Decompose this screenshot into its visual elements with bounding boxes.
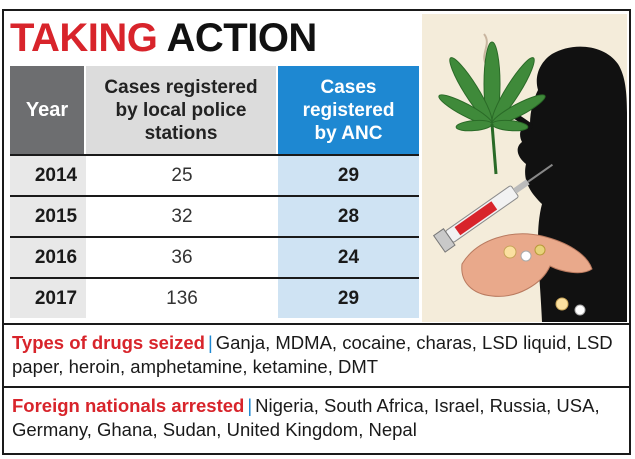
drugs-separator: |: [207, 332, 213, 353]
header-local-police: Cases registered by local police station…: [86, 66, 278, 154]
cases-table: Year Cases registered by local police st…: [10, 66, 419, 318]
title-highlight: TAKING: [10, 16, 158, 60]
page-title: TAKING ACTION: [10, 14, 317, 62]
header-local-line: by local police: [115, 99, 247, 121]
foreign-nationals-list: Nigeria, South Africa, Israel, Russia, U…: [12, 395, 600, 440]
local-cases-cell: 32: [86, 195, 278, 236]
section-divider: [4, 386, 629, 388]
table-row: 2017 136 29: [10, 277, 419, 318]
header-anc-line: registered: [302, 99, 395, 121]
drugs-seized-label: Types of drugs seized: [12, 332, 205, 353]
header-year: Year: [10, 66, 86, 154]
local-cases-cell: 25: [86, 154, 278, 195]
drug-illustration: [422, 14, 627, 322]
local-cases-cell: 136: [86, 277, 278, 318]
foreign-nationals-section: Foreign nationals arrested | Nigeria, Sout…: [12, 394, 624, 442]
header-anc: Cases registered by ANC: [278, 66, 419, 154]
header-anc-line: by ANC: [314, 122, 383, 144]
year-cell: 2015: [10, 195, 86, 236]
drugs-seized-list: Ganja, MDMA, cocaine, charas, LSD liquid…: [12, 332, 613, 377]
section-divider: [4, 323, 629, 325]
table-row: 2016 36 24: [10, 236, 419, 277]
hand-with-pills-icon: [461, 233, 593, 316]
foreign-separator: |: [247, 395, 253, 416]
drugs-seized-section: Types of drugs seized | Ganja, MDMA, cocai…: [12, 331, 624, 379]
table-row: 2014 25 29: [10, 154, 419, 195]
anc-cases-cell: 29: [278, 154, 419, 195]
header-local-line: Cases registered: [104, 76, 258, 98]
foreign-nationals-label: Foreign nationals arrested: [12, 395, 245, 416]
syringe-icon: [432, 163, 554, 253]
anc-cases-cell: 24: [278, 236, 419, 277]
table-header-row: Year Cases registered by local police st…: [10, 66, 419, 154]
header-anc-line: Cases: [320, 76, 377, 98]
local-cases-cell: 36: [86, 236, 278, 277]
year-cell: 2016: [10, 236, 86, 277]
cannabis-leaf-icon: [438, 41, 546, 175]
anc-cases-cell: 29: [278, 277, 419, 318]
table-row: 2015 32 28: [10, 195, 419, 236]
header-local-line: stations: [144, 122, 218, 144]
illustration-svg: [422, 14, 627, 322]
year-cell: 2017: [10, 277, 86, 318]
title-rest: ACTION: [166, 16, 318, 60]
year-cell: 2014: [10, 154, 86, 195]
anc-cases-cell: 28: [278, 195, 419, 236]
